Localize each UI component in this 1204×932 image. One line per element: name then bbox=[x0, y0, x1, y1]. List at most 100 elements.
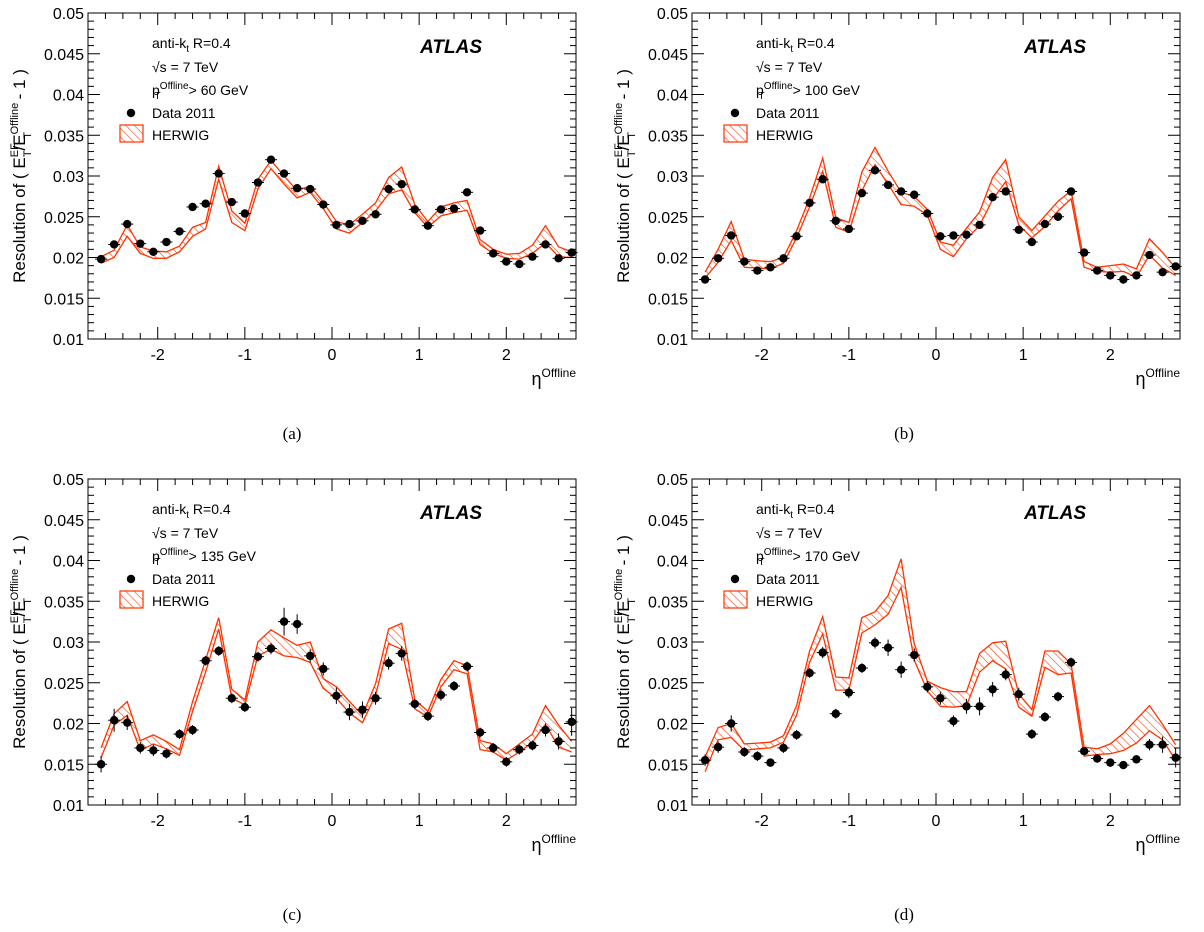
data-point bbox=[1052, 691, 1064, 702]
y-tick-label: 0.03 bbox=[53, 169, 84, 186]
data-point bbox=[291, 184, 304, 193]
data-point bbox=[751, 266, 764, 275]
data-point bbox=[330, 687, 343, 704]
data-point bbox=[212, 646, 225, 656]
x-axis-label: ηOffline bbox=[1136, 832, 1181, 855]
data-point bbox=[186, 725, 199, 735]
x-tick-label: 0 bbox=[328, 813, 337, 830]
data-point bbox=[382, 184, 395, 194]
data-point bbox=[999, 668, 1012, 681]
data-point bbox=[369, 691, 382, 705]
data-point bbox=[1130, 271, 1143, 280]
data-point bbox=[304, 184, 317, 194]
data-point bbox=[960, 699, 973, 714]
data-point bbox=[1065, 187, 1078, 196]
data-point bbox=[1104, 271, 1117, 280]
data-point bbox=[278, 169, 291, 178]
legend-data-label: Data 2011 bbox=[152, 105, 216, 121]
data-point bbox=[343, 703, 356, 721]
x-axis-label: ηOffline bbox=[532, 366, 577, 389]
data-point bbox=[1091, 754, 1104, 763]
data-point bbox=[173, 729, 186, 739]
data-point bbox=[960, 230, 973, 239]
data-point bbox=[934, 691, 947, 705]
y-tick-label: 0.025 bbox=[648, 676, 688, 693]
panel-b: -2 -1 0 1 2 0.01 0.015 0.02 0.025 0.03 0.035 0.04 0.… bbox=[604, 0, 1204, 466]
x-tick-label: 0 bbox=[932, 813, 941, 830]
data-point bbox=[343, 219, 356, 229]
data-point bbox=[291, 614, 304, 634]
data-point bbox=[421, 221, 434, 230]
y-tick-label: 0.01 bbox=[53, 798, 84, 815]
atlas-label: ATLAS bbox=[419, 503, 482, 524]
data-point bbox=[500, 257, 513, 266]
data-point bbox=[461, 661, 474, 672]
data-point bbox=[448, 204, 460, 213]
data-point bbox=[986, 192, 999, 202]
caption-d: (d) bbox=[894, 905, 914, 924]
data-point bbox=[1117, 275, 1130, 284]
y-tick-label: 0.02 bbox=[657, 717, 688, 734]
atlas-label: ATLAS bbox=[1023, 503, 1086, 524]
data-point bbox=[421, 711, 434, 722]
data-point bbox=[816, 646, 829, 659]
data-point bbox=[1012, 225, 1025, 234]
atlas-label: ATLAS bbox=[1023, 37, 1086, 58]
data-point bbox=[474, 727, 487, 738]
data-point bbox=[356, 701, 369, 718]
data-point bbox=[448, 681, 460, 691]
data-point bbox=[487, 249, 500, 258]
legend-data-marker bbox=[730, 574, 740, 584]
data-point bbox=[199, 655, 212, 666]
data-point bbox=[408, 205, 421, 214]
data-point bbox=[921, 681, 934, 693]
caption-b: (b) bbox=[894, 424, 914, 443]
data-point bbox=[1025, 729, 1038, 739]
legend-data-marker bbox=[126, 108, 136, 118]
data-point bbox=[908, 190, 921, 199]
x-tick-label: 2 bbox=[1106, 813, 1115, 830]
y-axis-label: Resolution of ( EEFT/EOfflineT - 1 ) bbox=[9, 535, 34, 749]
y-tick-label: 0.035 bbox=[648, 594, 688, 611]
data-point bbox=[278, 607, 291, 636]
data-point bbox=[725, 231, 738, 240]
data-point bbox=[1025, 237, 1038, 247]
y-tick-label: 0.02 bbox=[657, 251, 688, 268]
data-point bbox=[225, 693, 238, 704]
x-tick-label: -1 bbox=[842, 347, 856, 364]
data-point bbox=[513, 259, 526, 269]
plot-d: -2 -1 0 1 2 0.01 0.015 0.02 0.025 0.03 0.035 0.04 0.… bbox=[613, 472, 1182, 855]
data-point bbox=[369, 210, 382, 219]
y-tick-label: 0.04 bbox=[53, 88, 84, 105]
data-point bbox=[803, 668, 816, 678]
y-tick-label: 0.045 bbox=[44, 47, 84, 64]
y-tick-label: 0.025 bbox=[648, 210, 688, 227]
data-point bbox=[1156, 736, 1169, 753]
data-point bbox=[434, 689, 447, 701]
x-tick-label: -2 bbox=[151, 347, 165, 364]
legend-herwig-swatch bbox=[723, 124, 748, 143]
y-tick-label: 0.01 bbox=[657, 332, 688, 349]
data-point bbox=[803, 198, 816, 208]
data-point bbox=[855, 663, 868, 673]
data-point bbox=[160, 237, 173, 247]
pt-cut-label: pOffline T > 135 GeV bbox=[152, 547, 257, 568]
legend-data-label: Data 2011 bbox=[152, 571, 216, 587]
data-point bbox=[725, 715, 738, 732]
data-point bbox=[1104, 758, 1117, 767]
algorithm-label: anti-kt R=0.4 bbox=[152, 35, 231, 55]
data-point bbox=[121, 715, 134, 731]
data-point bbox=[134, 239, 147, 248]
data-point bbox=[304, 649, 317, 663]
legend-herwig-label: HERWIG bbox=[152, 593, 209, 609]
data-point bbox=[1012, 687, 1025, 701]
legend-herwig-label: HERWIG bbox=[152, 127, 209, 143]
data-point bbox=[882, 180, 895, 190]
data-point bbox=[108, 240, 121, 249]
x-tick-label: 1 bbox=[415, 813, 424, 830]
data-point bbox=[474, 226, 487, 235]
data-point bbox=[552, 733, 565, 750]
data-point bbox=[238, 209, 251, 218]
data-point bbox=[1052, 212, 1064, 221]
pt-cut-label: pOffline T > 100 GeV bbox=[756, 81, 861, 102]
